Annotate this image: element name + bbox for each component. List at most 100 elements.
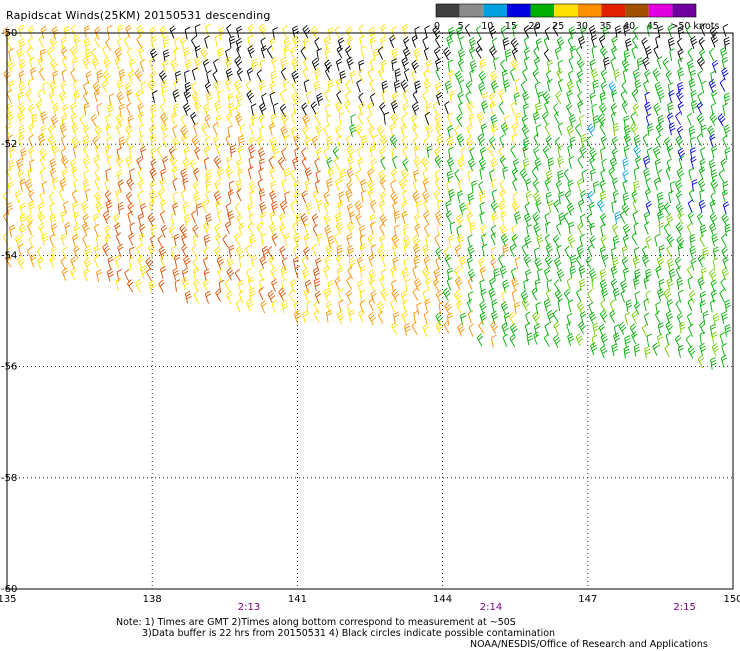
wind-barb <box>665 70 673 84</box>
wind-barb <box>414 223 421 237</box>
wind-barb <box>643 80 649 94</box>
wind-barb <box>7 59 15 73</box>
wind-barb <box>690 35 698 50</box>
wind-barb <box>94 34 100 49</box>
wind-barb <box>191 35 197 50</box>
wind-barb <box>30 67 37 81</box>
wind-barb <box>479 58 487 72</box>
wind-barb <box>169 25 176 39</box>
wind-barb <box>591 45 598 59</box>
wind-barb <box>115 277 122 291</box>
wind-barb <box>435 35 441 49</box>
wind-barb <box>652 67 661 82</box>
wind-barb <box>183 47 190 60</box>
wind-barb <box>337 288 344 302</box>
wind-barb <box>346 276 352 290</box>
wind-barb <box>467 169 473 183</box>
wind-barb <box>160 122 169 136</box>
wind-barb <box>201 199 209 214</box>
wind-barb <box>511 224 517 239</box>
wind-barb <box>633 134 641 148</box>
wind-barb <box>534 278 541 292</box>
wind-barb <box>259 278 265 292</box>
wind-barb <box>699 224 707 238</box>
wind-barb <box>545 243 553 257</box>
wind-barb <box>499 265 508 279</box>
wind-barb <box>478 70 487 85</box>
wind-barb <box>72 234 79 248</box>
wind-barb <box>380 288 389 302</box>
wind-barb <box>675 190 683 205</box>
wind-barb <box>302 24 311 39</box>
wind-barb <box>600 147 606 161</box>
wind-barb <box>466 124 473 138</box>
wind-barb <box>456 26 464 40</box>
wind-barb <box>184 81 192 95</box>
wind-barb <box>413 156 422 170</box>
wind-barb <box>39 168 46 182</box>
wind-barb <box>580 311 587 325</box>
wind-barb <box>592 322 600 336</box>
wind-barb <box>676 125 684 139</box>
wind-barb <box>83 37 91 51</box>
wind-barb <box>104 233 111 247</box>
wind-barb <box>411 321 418 335</box>
wind-barb <box>367 188 375 202</box>
wind-barb <box>136 244 142 258</box>
wind-barb <box>357 112 364 126</box>
wind-barb <box>591 276 597 290</box>
wind-barb <box>557 122 564 136</box>
wind-barb <box>235 104 242 118</box>
wind-barb <box>576 78 582 92</box>
wind-barb <box>379 234 386 248</box>
wind-barb <box>27 221 33 236</box>
wind-barb <box>564 190 572 204</box>
wind-barb <box>137 255 144 269</box>
wind-barb <box>293 134 300 148</box>
wind-barb <box>206 70 212 83</box>
wind-barb <box>359 299 365 314</box>
wind-barb <box>105 37 112 52</box>
wind-barb <box>589 59 596 73</box>
wind-barb <box>136 25 145 39</box>
wind-barb <box>381 254 387 268</box>
wind-barb <box>621 80 628 95</box>
wind-barb <box>696 101 704 115</box>
wind-barb <box>402 299 408 313</box>
wind-barb <box>589 222 596 236</box>
wind-barb <box>569 136 576 150</box>
wind-barb <box>457 101 464 115</box>
wind-barb <box>443 47 452 61</box>
wind-barb <box>533 331 540 345</box>
wind-barb <box>282 78 290 92</box>
wind-barb <box>182 177 189 191</box>
wind-barb <box>324 104 331 118</box>
wind-barb <box>723 124 731 138</box>
wind-barb <box>27 78 34 92</box>
wind-barb <box>390 265 398 279</box>
wind-barb <box>180 114 187 128</box>
wind-barb <box>271 200 279 214</box>
wind-barb <box>436 223 443 237</box>
wind-barb <box>191 244 198 258</box>
wind-barb <box>336 135 342 149</box>
wind-barb <box>29 56 35 70</box>
wind-barb <box>467 244 475 259</box>
wind-barb <box>666 277 674 291</box>
wind-barb <box>200 47 209 61</box>
wind-barb <box>457 178 464 192</box>
wind-barb <box>7 134 14 148</box>
wind-barb <box>191 81 198 96</box>
wind-barb <box>379 36 387 50</box>
wind-barb <box>314 290 322 304</box>
wind-barb <box>49 80 57 94</box>
wind-barb <box>82 178 90 192</box>
wind-barb <box>722 256 729 270</box>
wind-barb <box>579 114 585 128</box>
wind-barb <box>622 68 629 82</box>
wind-barb <box>526 224 532 238</box>
wind-barb <box>250 254 258 268</box>
wind-barb <box>600 223 606 237</box>
wind-barb <box>158 279 165 293</box>
